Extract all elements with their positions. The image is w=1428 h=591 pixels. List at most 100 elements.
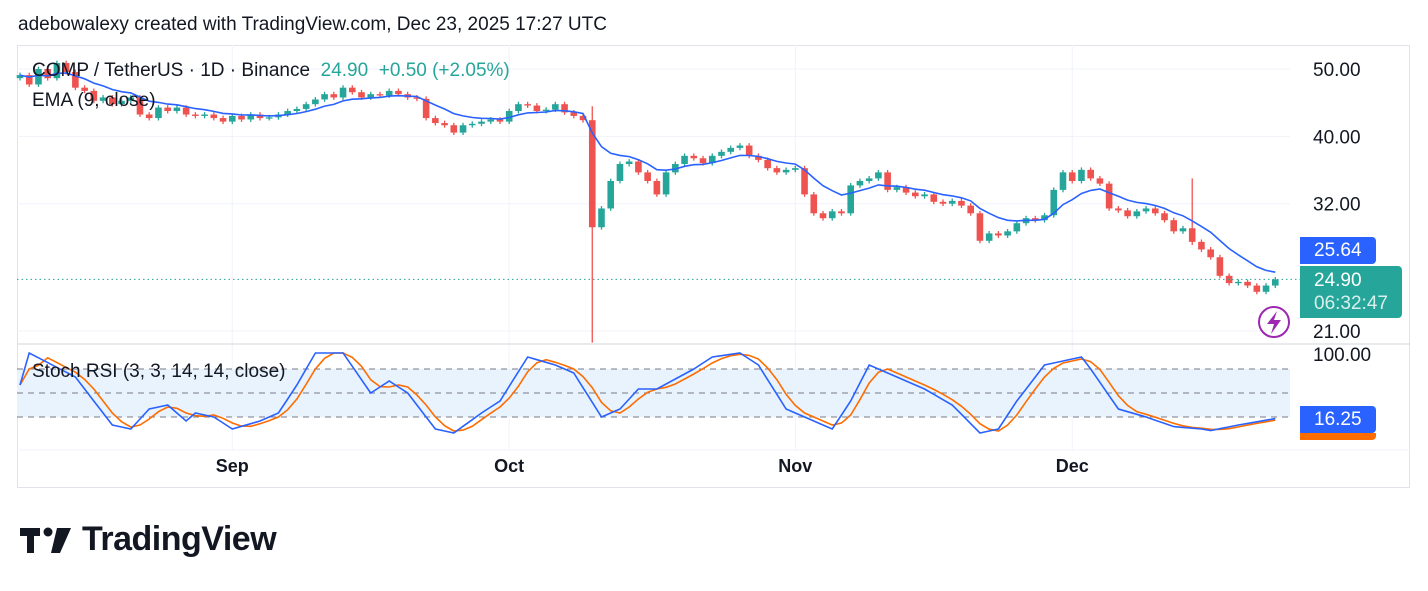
candle-body xyxy=(1216,257,1224,276)
candle xyxy=(1133,208,1141,219)
candle xyxy=(1244,279,1251,288)
candle-body xyxy=(1096,178,1104,184)
lightning-glyph xyxy=(1267,311,1281,334)
last-price-tag: 24.90 06:32:47 xyxy=(1300,266,1402,318)
candle-body xyxy=(958,200,965,206)
candle-body xyxy=(570,112,578,116)
candle-body xyxy=(792,168,799,170)
candle-body xyxy=(828,211,836,219)
candle-body xyxy=(690,155,698,159)
candle-body xyxy=(736,145,744,148)
tradingview-logo[interactable]: TradingView xyxy=(20,520,277,559)
candle xyxy=(515,101,522,114)
candle xyxy=(1087,167,1094,181)
candle-body xyxy=(1105,183,1113,209)
candle-body xyxy=(358,92,365,98)
ema-legend[interactable]: EMA (9, close) xyxy=(32,90,156,111)
candle-body xyxy=(192,114,199,116)
symbol-name: COMP / TetherUS · 1D · Binance xyxy=(32,60,311,81)
candle xyxy=(25,72,33,87)
candle-body xyxy=(607,180,615,209)
candle xyxy=(995,231,1002,238)
candle xyxy=(653,178,661,197)
candle xyxy=(625,159,633,167)
candle xyxy=(930,192,938,205)
candle xyxy=(81,85,88,94)
candle-body xyxy=(25,75,33,85)
candle xyxy=(192,112,199,119)
candle-body xyxy=(681,155,688,164)
time-axis-label: Dec xyxy=(1056,456,1089,476)
price-change: +0.50 (+2.05%) xyxy=(378,60,510,81)
candle xyxy=(1235,279,1242,286)
candle-body xyxy=(99,97,107,101)
candle xyxy=(1179,225,1187,234)
candle xyxy=(524,101,531,108)
candle-body xyxy=(1004,231,1011,236)
candle-body xyxy=(699,158,707,164)
candle xyxy=(912,190,919,199)
candle xyxy=(948,198,956,207)
candle-body xyxy=(1235,281,1242,284)
candle-body xyxy=(321,94,328,100)
candle-body xyxy=(1050,189,1058,216)
candle xyxy=(478,119,485,127)
candle-body xyxy=(921,194,928,197)
candle xyxy=(127,95,135,104)
candle-body xyxy=(136,97,144,115)
candle-body xyxy=(1133,211,1141,217)
candle-body xyxy=(284,111,291,115)
candle xyxy=(118,98,125,107)
candle xyxy=(958,198,965,209)
candle-body xyxy=(801,168,808,195)
candle xyxy=(718,149,725,159)
candle-body xyxy=(210,114,218,119)
candle xyxy=(62,60,70,75)
candle-body xyxy=(948,200,956,204)
stoch-legend[interactable]: Stoch RSI (3, 3, 14, 14, close) xyxy=(32,361,286,382)
candle-body xyxy=(1161,213,1168,221)
candle xyxy=(727,145,735,155)
candle xyxy=(459,122,467,136)
candle-body xyxy=(376,94,384,96)
candle-body xyxy=(616,163,624,181)
candle xyxy=(339,85,347,100)
candle-body xyxy=(533,105,541,112)
candle xyxy=(284,108,291,117)
symbol-legend[interactable]: COMP / TetherUS · 1D · Binance 24.90 +0.… xyxy=(32,60,510,82)
candle-body xyxy=(53,63,61,79)
candle xyxy=(939,199,947,207)
candle-body xyxy=(1041,215,1048,221)
lightning-alert-icon[interactable] xyxy=(1258,306,1290,338)
candle-body xyxy=(561,104,568,113)
candle-body xyxy=(459,125,467,133)
candle-body xyxy=(644,172,651,181)
candle-body xyxy=(109,97,116,105)
candle xyxy=(588,106,596,343)
candle xyxy=(1207,247,1214,260)
candle-body xyxy=(1244,281,1251,286)
candle xyxy=(109,95,116,107)
candle xyxy=(1188,178,1196,246)
candle xyxy=(450,122,458,136)
candle-body xyxy=(912,192,919,197)
candle-body xyxy=(1253,285,1261,292)
candle-body xyxy=(72,72,79,88)
candle-body xyxy=(413,97,421,99)
candle-body xyxy=(16,75,24,79)
candle-body xyxy=(745,145,753,156)
candle-body xyxy=(524,104,531,106)
candle xyxy=(496,117,504,125)
candle-body xyxy=(515,104,522,112)
candle-body xyxy=(635,161,642,173)
candle xyxy=(1115,206,1122,213)
candle xyxy=(764,157,771,171)
candle xyxy=(708,153,716,166)
candle-body xyxy=(1271,279,1279,286)
candle xyxy=(755,153,762,163)
candle-body xyxy=(145,114,153,119)
candle xyxy=(875,169,882,181)
candle-body xyxy=(505,111,513,122)
candle xyxy=(90,88,98,104)
